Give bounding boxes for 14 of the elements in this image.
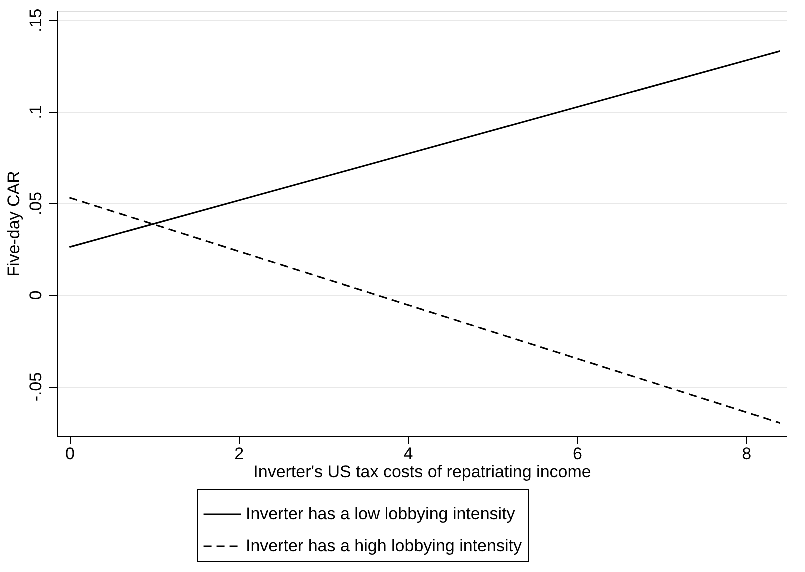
x-tick-label: 8 <box>742 444 752 464</box>
x-tick-label: 6 <box>572 444 582 464</box>
y-tick-label: .15 <box>26 8 46 32</box>
y-tick-label: .05 <box>26 192 46 216</box>
x-tick-label: 2 <box>234 444 244 464</box>
x-axis-title: Inverter's US tax costs of repatriating income <box>254 462 592 482</box>
y-tick-label: .1 <box>26 105 46 120</box>
y-axis-title: Five-day CAR <box>4 171 24 277</box>
legend-label: Inverter has a high lobbying intensity <box>246 536 522 556</box>
y-tick-label: 0 <box>26 290 46 300</box>
x-tick-label: 0 <box>65 444 75 464</box>
x-tick-label: 4 <box>404 444 414 464</box>
y-tick-label: -.05 <box>26 372 46 402</box>
legend-label: Inverter has a low lobbying intensity <box>246 504 516 524</box>
